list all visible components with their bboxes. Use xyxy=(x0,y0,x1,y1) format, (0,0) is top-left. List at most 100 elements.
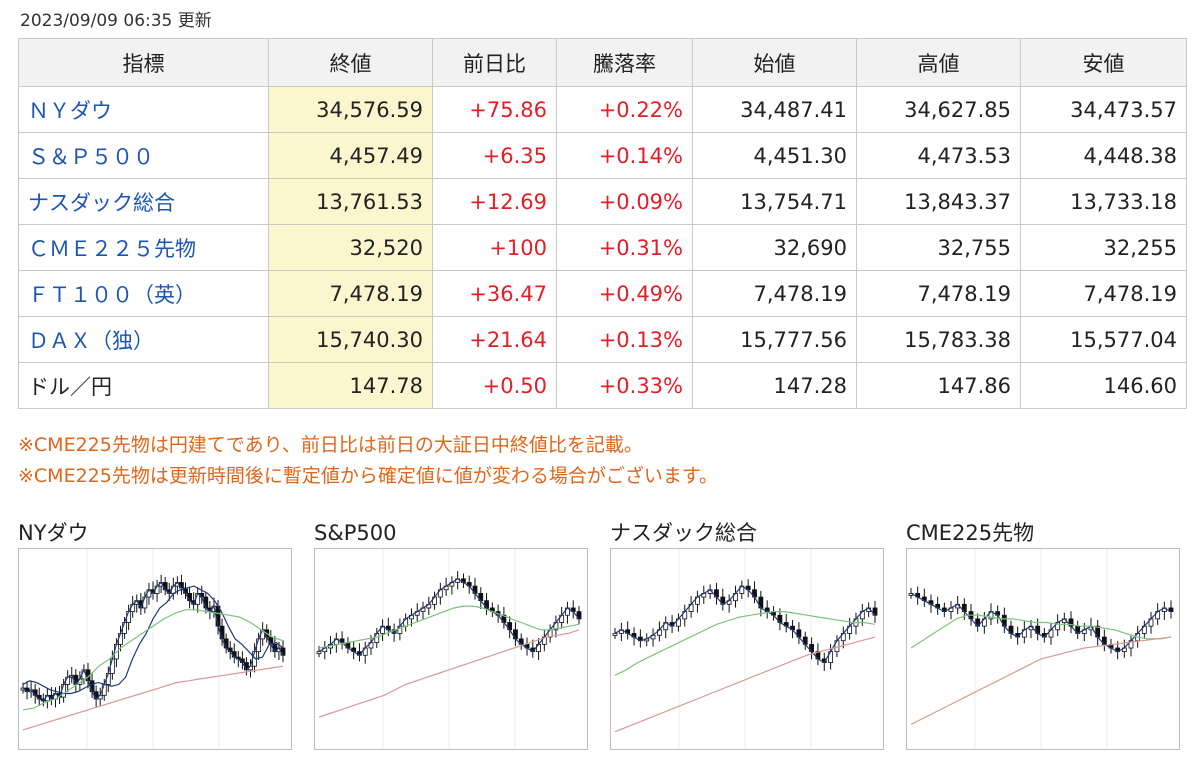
index-name-cell[interactable]: Ｓ＆Ｐ５００ xyxy=(18,132,269,179)
series-line xyxy=(614,636,876,733)
close-cell: 32,520 xyxy=(268,224,433,271)
series-line xyxy=(22,665,284,731)
change-cell: +0.50 xyxy=(432,362,557,409)
high-cell: 147.86 xyxy=(856,362,1021,409)
candlestick-chart-icon[interactable] xyxy=(314,548,588,750)
rate-cell: +0.09% xyxy=(556,178,693,225)
index-link[interactable]: ＤＡＸ（独） xyxy=(28,328,154,353)
market-quotes-table: 指標 終値 前日比 騰落率 始値 高値 安値 ＮＹダウ 34,576.59 +75.… xyxy=(18,38,1187,409)
index-name-cell[interactable]: ＣＭＥ２２５先物 xyxy=(18,224,269,271)
mini-chart-title[interactable]: ナスダック総合 xyxy=(610,521,757,545)
change-cell: +36.47 xyxy=(432,270,557,317)
index-name-cell[interactable]: ＤＡＸ（独） xyxy=(18,316,269,363)
mini-chart-title[interactable]: CME225先物 xyxy=(906,521,1035,545)
open-cell: 15,777.56 xyxy=(692,316,857,363)
table-row[interactable]: ＦＴ１００（英） 7,478.19 +36.47 +0.49% 7,478.19 7,47… xyxy=(18,270,1187,317)
header-high: 高値 xyxy=(856,38,1021,87)
low-cell: 146.60 xyxy=(1020,362,1187,409)
table-row[interactable]: ナスダック総合 13,761.53 +12.69 +0.09% 13,754.71 13,… xyxy=(18,178,1187,225)
candle-body xyxy=(872,607,878,616)
candle-body xyxy=(612,633,618,636)
change-cell: +21.64 xyxy=(432,316,557,363)
index-link[interactable]: ＮＹダウ xyxy=(28,98,112,123)
index-link[interactable]: ナスダック総合 xyxy=(28,190,175,215)
high-cell: 15,783.38 xyxy=(856,316,1021,363)
index-link[interactable]: ＦＴ１００（英） xyxy=(28,282,196,307)
series-line xyxy=(318,605,580,649)
close-cell: 147.78 xyxy=(268,362,433,409)
series-line xyxy=(22,609,284,711)
index-name-cell: ドル／円 xyxy=(18,362,269,409)
series-line xyxy=(318,578,580,657)
open-cell: 34,487.41 xyxy=(692,86,857,133)
high-cell: 34,627.85 xyxy=(856,86,1021,133)
candlestick-chart-icon[interactable] xyxy=(610,548,884,750)
change-cell: +100 xyxy=(432,224,557,271)
rate-cell: +0.31% xyxy=(556,224,693,271)
table-header-row: 指標 終値 前日比 騰落率 始値 高値 安値 xyxy=(18,38,1187,87)
index-name-cell[interactable]: ナスダック総合 xyxy=(18,178,269,225)
high-cell: 4,473.53 xyxy=(856,132,1021,179)
table-row[interactable]: ＮＹダウ 34,576.59 +75.86 +0.22% 34,487.41 34,627… xyxy=(18,86,1187,133)
index-link[interactable]: Ｓ＆Ｐ５００ xyxy=(28,144,154,169)
header-open: 始値 xyxy=(692,38,857,87)
series-line xyxy=(910,614,1172,649)
table-row: ドル／円 147.78 +0.50 +0.33% 147.28 147.86 146.60 xyxy=(18,362,1187,409)
series-line xyxy=(22,585,284,695)
rate-cell: +0.49% xyxy=(556,270,693,317)
updated-timestamp: 2023/09/09 06:35 更新 xyxy=(20,11,212,31)
high-cell: 32,755 xyxy=(856,224,1021,271)
series-line xyxy=(910,636,1172,725)
low-cell: 15,577.04 xyxy=(1020,316,1187,363)
rate-cell: +0.13% xyxy=(556,316,693,363)
notes: ※CME225先物は円建てであり、前日比は前日の大証日中終値比を記載。 ※CME… xyxy=(18,430,718,492)
header-index: 指標 xyxy=(18,38,269,87)
change-cell: +6.35 xyxy=(432,132,557,179)
note-line: ※CME225先物は円建てであり、前日比は前日の大証日中終値比を記載。 xyxy=(18,434,643,456)
candlestick-chart-icon[interactable] xyxy=(906,548,1180,750)
header-change: 前日比 xyxy=(432,38,557,87)
low-cell: 4,448.38 xyxy=(1020,132,1187,179)
mini-chart-nydow[interactable]: NYダウ xyxy=(18,518,292,750)
candlestick-chart-icon[interactable] xyxy=(18,548,292,750)
rate-cell: +0.22% xyxy=(556,86,693,133)
table-row[interactable]: ＣＭＥ２２５先物 32,520 +100 +0.31% 32,690 32,755 32,2… xyxy=(18,224,1187,271)
index-name-cell[interactable]: ＮＹダウ xyxy=(18,86,269,133)
open-cell: 32,690 xyxy=(692,224,857,271)
table-row[interactable]: ＤＡＸ（独） 15,740.30 +21.64 +0.13% 15,777.56 15,7… xyxy=(18,316,1187,363)
index-label: ドル／円 xyxy=(28,374,112,399)
mini-chart-sp500[interactable]: S&P500 xyxy=(314,518,588,750)
rate-cell: +0.33% xyxy=(556,362,693,409)
index-link[interactable]: ＣＭＥ２２５先物 xyxy=(28,236,196,261)
series-line xyxy=(910,592,1172,653)
header-rate: 騰落率 xyxy=(556,38,693,87)
open-cell: 147.28 xyxy=(692,362,857,409)
change-cell: +75.86 xyxy=(432,86,557,133)
open-cell: 13,754.71 xyxy=(692,178,857,225)
close-cell: 4,457.49 xyxy=(268,132,433,179)
high-cell: 7,478.19 xyxy=(856,270,1021,317)
close-cell: 7,478.19 xyxy=(268,270,433,317)
close-cell: 34,576.59 xyxy=(268,86,433,133)
mini-chart-cme225[interactable]: CME225先物 xyxy=(906,518,1180,750)
change-cell: +12.69 xyxy=(432,178,557,225)
series-line xyxy=(22,581,284,702)
rate-cell: +0.14% xyxy=(556,132,693,179)
open-cell: 4,451.30 xyxy=(692,132,857,179)
series-line xyxy=(318,629,580,718)
note-line: ※CME225先物は更新時間後に暫定値から確定値に値が変わる場合がございます。 xyxy=(18,465,718,487)
high-cell: 13,843.37 xyxy=(856,178,1021,225)
low-cell: 32,255 xyxy=(1020,224,1187,271)
series-line xyxy=(614,610,876,676)
mini-chart-title[interactable]: NYダウ xyxy=(18,521,89,545)
table-row[interactable]: Ｓ＆Ｐ５００ 4,457.49 +6.35 +0.14% 4,451.30 4,473.5… xyxy=(18,132,1187,179)
low-cell: 7,478.19 xyxy=(1020,270,1187,317)
header-low: 安値 xyxy=(1020,38,1187,87)
mini-chart-title[interactable]: S&P500 xyxy=(314,521,397,545)
close-cell: 15,740.30 xyxy=(268,316,433,363)
candle-body xyxy=(316,651,322,655)
index-name-cell[interactable]: ＦＴ１００（英） xyxy=(18,270,269,317)
series-line xyxy=(614,585,876,664)
low-cell: 13,733.18 xyxy=(1020,178,1187,225)
mini-chart-nasdaq[interactable]: ナスダック総合 xyxy=(610,518,884,750)
